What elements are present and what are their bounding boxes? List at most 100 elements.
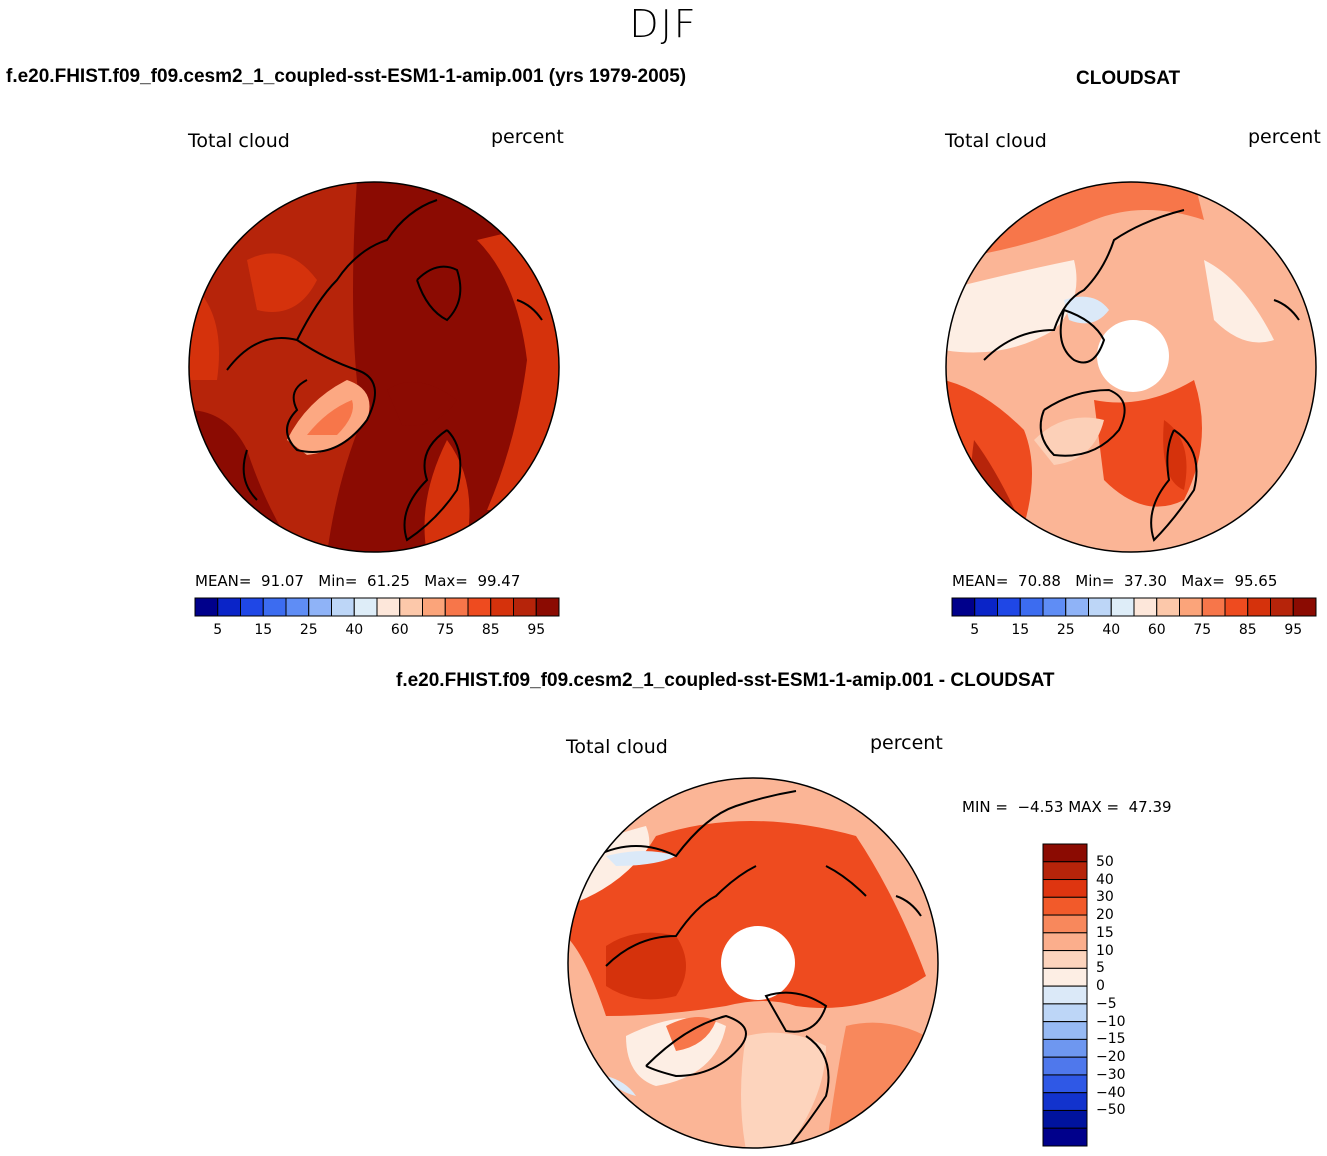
obs-colorbar-tick-label: 60: [1147, 622, 1166, 638]
model-colorbar-box: [513, 597, 537, 617]
obs-max-value: 95.65: [1234, 572, 1278, 590]
obs-colorbar-box: [1133, 597, 1158, 617]
model-units-label: percent: [491, 126, 564, 148]
obs-colorbar-ticks: 5 15 25 40 60 75 85 95: [952, 622, 1316, 642]
obs-colorbar-tick-label: 75: [1193, 622, 1212, 638]
diff-colorbar-tick-label: −20: [1096, 1049, 1126, 1066]
obs-colorbar-box: [1042, 597, 1067, 617]
obs-colorbar-box: [1110, 597, 1135, 617]
diff-colorbar-box: [1042, 1092, 1088, 1111]
model-variable-label: Total cloud: [188, 130, 290, 152]
obs-colorbar-tick-label: 5: [970, 622, 980, 638]
diff-colorbar-tick-label: 15: [1096, 924, 1114, 941]
diff-colorbar-box: [1042, 843, 1088, 863]
obs-panel-title: CLOUDSAT: [1076, 68, 1181, 89]
model-colorbar-tick-label: 95: [527, 622, 546, 638]
model-colorbar-box: [240, 597, 264, 617]
diff-stats: MIN = −4.53 MAX = 47.39: [962, 798, 1172, 816]
obs-colorbar-box: [1019, 597, 1044, 617]
diff-colorbar-tick-label: −40: [1096, 1084, 1126, 1101]
obs-colorbar-tick-label: 25: [1056, 622, 1075, 638]
obs-colorbar-box: [1270, 597, 1294, 617]
model-colorbar-box: [331, 597, 355, 617]
diff-colorbar-tick-label: 40: [1096, 871, 1114, 888]
diff-colorbar-tick-label: 30: [1096, 889, 1114, 906]
obs-colorbar-box: [1179, 597, 1203, 617]
obs-colorbar-box: [1088, 597, 1112, 617]
model-colorbar-box: [285, 597, 310, 617]
obs-colorbar-tick-label: 15: [1011, 622, 1030, 638]
model-colorbar-box: [353, 597, 378, 617]
model-panel-title: f.e20.FHIST.f09_f09.cesm2_1_coupled-sst-…: [6, 66, 687, 87]
model-min-value: 61.25: [367, 572, 410, 590]
diff-colorbar-tick-label: 0: [1096, 978, 1105, 995]
diff-colorbar-tick-label: 5: [1096, 960, 1105, 977]
obs-colorbar-box: [1201, 597, 1226, 617]
model-colorbar-tick-label: 25: [299, 622, 318, 638]
diff-colorbar-tick-label: −30: [1096, 1066, 1126, 1083]
model-colorbar-box: [444, 597, 469, 617]
obs-max-label: Max=: [1181, 572, 1225, 590]
model-colorbar-box: [217, 597, 241, 617]
diff-colorbar-tick-label: −10: [1096, 1013, 1126, 1030]
diff-colorbar-box: [1042, 1109, 1088, 1129]
model-colorbar-box: [194, 597, 219, 617]
obs-polar-map: [945, 181, 1317, 553]
diff-max-label: MAX =: [1068, 798, 1120, 816]
obs-colorbar-box: [1247, 597, 1271, 617]
model-max-label: Max=: [424, 572, 468, 590]
diff-colorbar-box: [1042, 985, 1088, 1005]
model-colorbar-tick-label: 40: [345, 622, 364, 638]
model-colorbar-tick-label: 5: [213, 622, 223, 638]
model-colorbar: [194, 597, 560, 617]
diff-colorbar-box: [1042, 1056, 1088, 1076]
diff-colorbar-box: [1042, 1038, 1088, 1058]
model-mean-label: MEAN=: [195, 572, 252, 590]
obs-colorbar-tick-label: 40: [1102, 622, 1121, 638]
diff-colorbar-tick-label: −15: [1096, 1031, 1126, 1048]
obs-colorbar-box: [1065, 597, 1089, 617]
diff-colorbar-box: [1042, 932, 1088, 952]
obs-colorbar-box: [1156, 597, 1180, 617]
model-colorbar-box: [376, 597, 401, 617]
obs-min-value: 37.30: [1124, 572, 1167, 590]
model-colorbar-box: [467, 597, 492, 617]
model-colorbar-tick-label: 85: [481, 622, 500, 638]
diff-polar-map: [567, 777, 939, 1149]
obs-units-label: percent: [1248, 126, 1321, 148]
model-colorbar-tick-label: 60: [390, 622, 409, 638]
obs-colorbar-box: [1224, 597, 1249, 617]
diff-units-label: percent: [870, 732, 943, 754]
model-colorbar-box: [262, 597, 287, 617]
obs-mean-value: 70.88: [1018, 572, 1061, 590]
diff-colorbar-tick-label: 20: [1096, 907, 1114, 924]
model-min-label: Min=: [318, 572, 358, 590]
obs-colorbar-box: [997, 597, 1021, 617]
diff-colorbar: [1042, 843, 1088, 1147]
diff-colorbar-tick-label: 50: [1096, 853, 1114, 870]
diff-colorbar-box: [1042, 914, 1088, 934]
obs-colorbar-box: [951, 597, 976, 617]
diff-colorbar-tick-label: −5: [1096, 995, 1117, 1012]
diff-colorbar-tick-label: 10: [1096, 942, 1114, 959]
model-colorbar-box: [422, 597, 446, 617]
obs-colorbar-box: [974, 597, 998, 617]
model-colorbar-box: [399, 597, 423, 617]
model-mean-value: 91.07: [261, 572, 304, 590]
model-colorbar-tick-label: 75: [436, 622, 455, 638]
diff-colorbar-box: [1042, 1003, 1088, 1023]
diff-colorbar-box: [1042, 950, 1088, 969]
diff-min-label: MIN =: [962, 798, 1008, 816]
figure-title: DJF: [629, 2, 698, 46]
obs-min-label: Min=: [1075, 572, 1115, 590]
obs-variable-label: Total cloud: [945, 130, 1047, 152]
diff-colorbar-box: [1042, 861, 1088, 881]
diff-colorbar-box: [1042, 1021, 1088, 1040]
model-polar-map: [188, 181, 560, 553]
model-colorbar-box: [490, 597, 514, 617]
model-colorbar-ticks: 5 15 25 40 60 75 85 95: [195, 622, 559, 642]
obs-stats: MEAN= 70.88 Min= 37.30 Max= 95.65: [952, 572, 1277, 590]
diff-colorbar-box: [1042, 967, 1088, 987]
diff-panel-title: f.e20.FHIST.f09_f09.cesm2_1_coupled-sst-…: [396, 670, 1055, 691]
diff-colorbar-box: [1042, 879, 1088, 898]
